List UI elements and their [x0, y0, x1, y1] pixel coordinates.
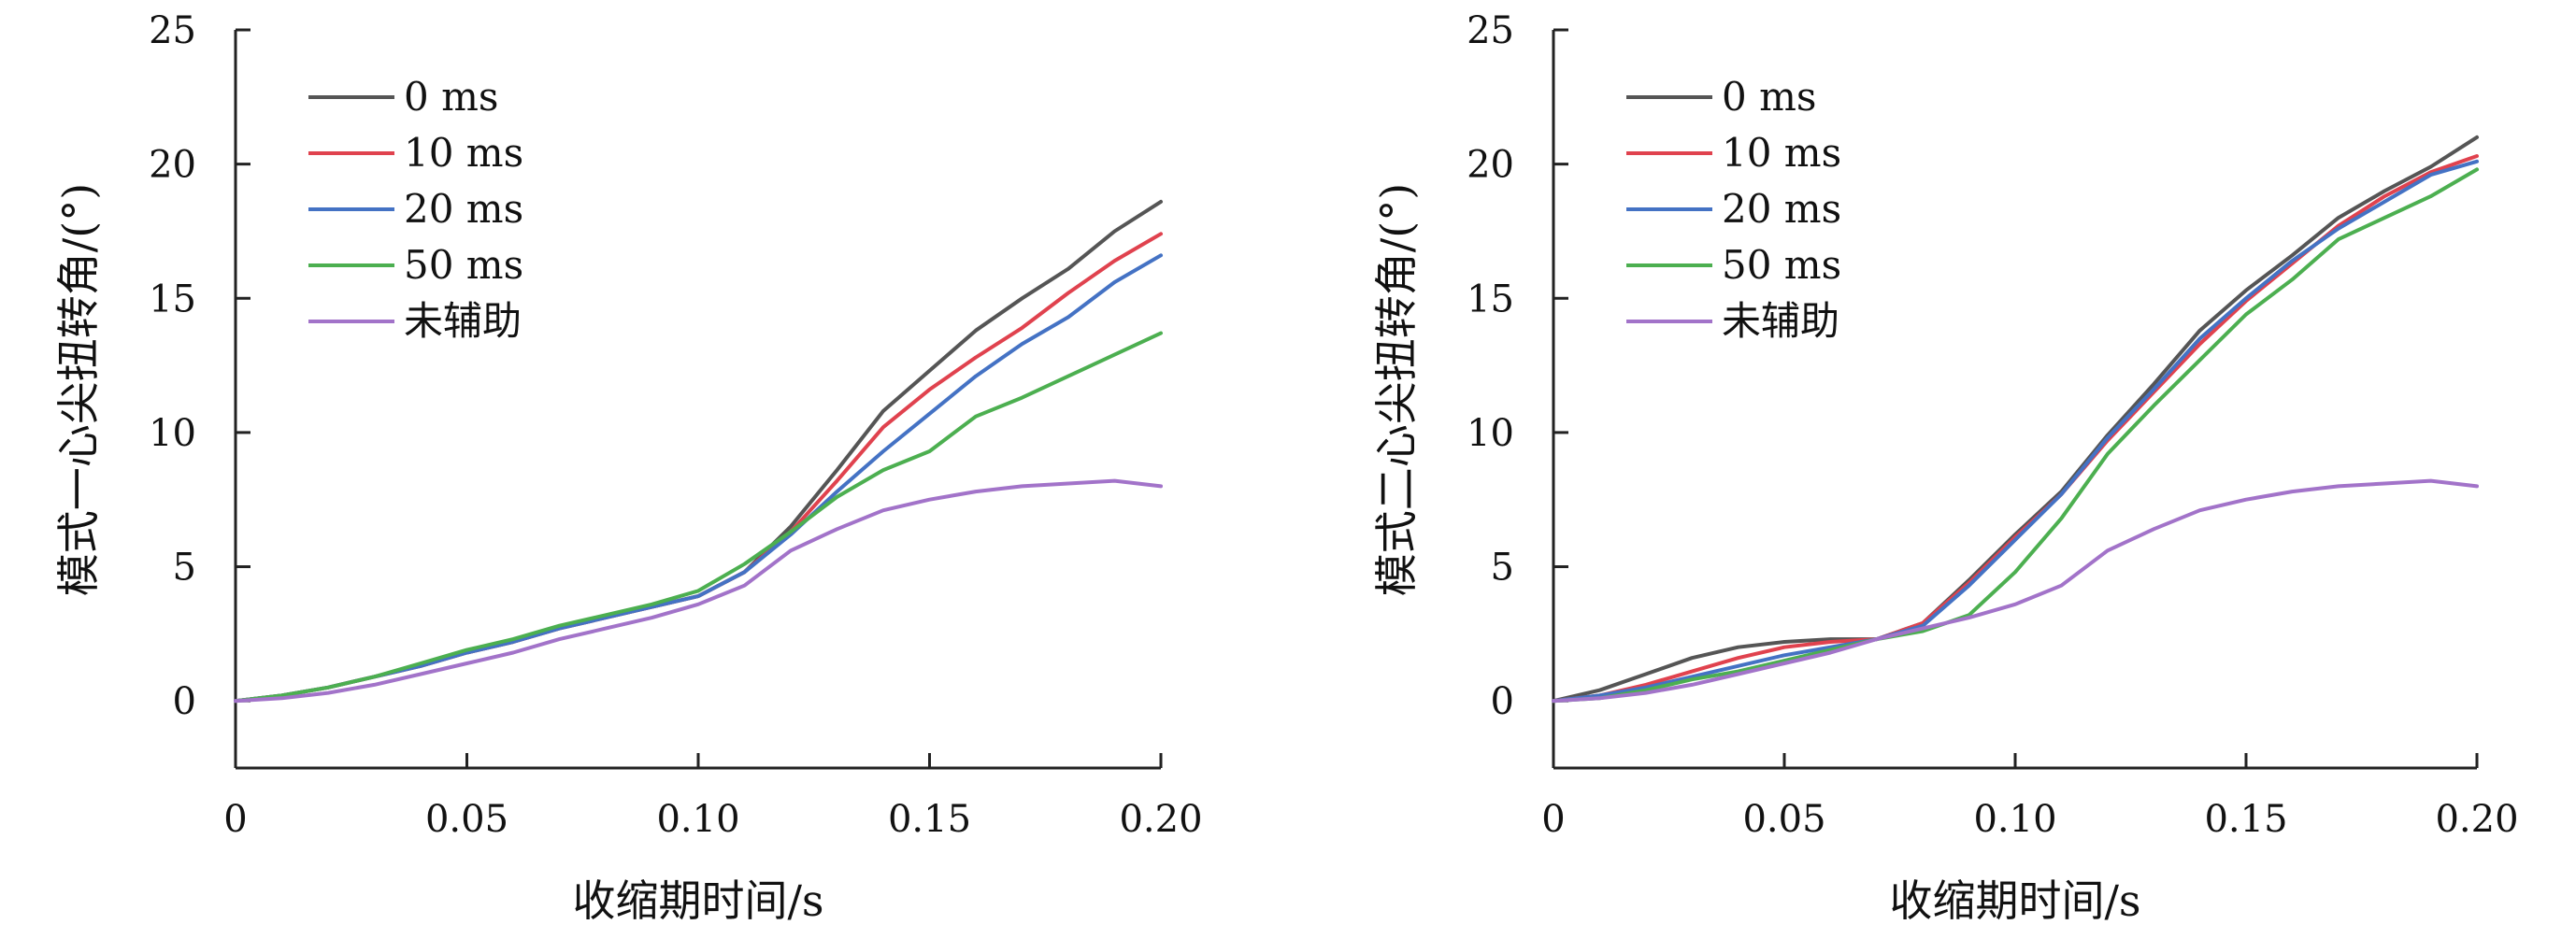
legend-label-10-ms: 10 ms — [1722, 130, 1841, 176]
x-tick-label: 0.10 — [1973, 798, 2056, 841]
legend-label-series-4: 未辅助 — [404, 298, 522, 344]
y-tick-label: 25 — [1467, 9, 1514, 52]
series-line-series-4 — [234, 478, 1163, 704]
x-tick-label: 0 — [1541, 798, 1565, 841]
x-axis-title: 收缩期时间/s — [572, 875, 823, 926]
legend-label-0-ms: 0 ms — [404, 74, 498, 120]
legend-label-0-ms: 0 ms — [1722, 74, 1816, 120]
series-line-0-ms — [234, 199, 1163, 704]
series-line-series-4 — [1552, 478, 2479, 704]
y-tick-label: 10 — [1467, 412, 1514, 455]
x-tick-label: 0.15 — [888, 798, 971, 841]
x-tick-label: 0.05 — [425, 798, 508, 841]
legend-label-20-ms: 20 ms — [404, 186, 523, 232]
legend-label-50-ms: 50 ms — [1722, 242, 1841, 288]
x-tick-label: 0.05 — [1742, 798, 1825, 841]
legend-label-50-ms: 50 ms — [404, 242, 523, 288]
y-tick-label: 15 — [149, 277, 196, 320]
series-line-20-ms — [1552, 159, 2479, 704]
series-line-50-ms — [234, 331, 1163, 704]
x-tick-label: 0 — [223, 798, 247, 841]
legend-label-20-ms: 20 ms — [1722, 186, 1841, 232]
y-tick-label: 0 — [173, 680, 196, 723]
x-tick-label: 0.10 — [656, 798, 739, 841]
y-axis-title: 模式一心尖扭转角/(°) — [53, 183, 104, 596]
y-tick-label: 20 — [1467, 144, 1514, 187]
y-tick-label: 15 — [1467, 277, 1514, 320]
x-tick-label: 0.20 — [2435, 798, 2518, 841]
chart-mode-1: 0 5 10 15 20 25 0 0.05 0.10 0.15 0.20 收缩期时间/s 模式一心尖扭… — [53, 9, 1203, 926]
y-tick-label: 5 — [173, 547, 196, 590]
x-tick-label: 0.15 — [2204, 798, 2287, 841]
x-axis-title: 收缩期时间/s — [1889, 875, 2140, 926]
legend-label-series-4: 未辅助 — [1722, 298, 1839, 344]
series-line-10-ms — [234, 232, 1163, 704]
y-tick-label: 0 — [1491, 680, 1514, 723]
y-tick-label: 5 — [1491, 547, 1514, 590]
y-axis-title: 模式二心尖扭转角/(°) — [1371, 183, 1422, 596]
series-line-50-ms — [1552, 167, 2479, 704]
y-tick-label: 25 — [149, 9, 196, 52]
series-line-0-ms — [1552, 135, 2479, 704]
chart-mode-2: 0 5 10 15 20 25 0 0.05 0.10 0.15 0.20 收缩期时间/s 模式二心尖扭… — [1371, 9, 2519, 926]
x-tick-label: 0.20 — [1119, 798, 1202, 841]
legend-label-10-ms: 10 ms — [404, 130, 523, 176]
y-tick-label: 10 — [149, 412, 196, 455]
y-tick-label: 20 — [149, 144, 196, 187]
